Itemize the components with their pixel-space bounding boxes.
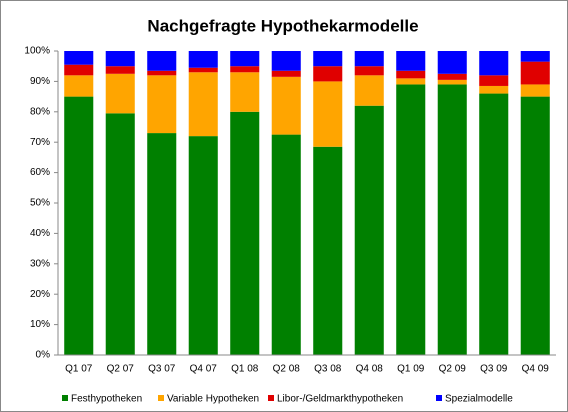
bar-segment <box>147 133 177 355</box>
chart-title: Nachgefragte Hypothekarmodelle <box>147 16 418 35</box>
bar-segment <box>230 66 260 73</box>
bar-segment <box>313 146 343 355</box>
bar-segment <box>479 85 509 94</box>
y-tick-label: 20% <box>30 289 50 300</box>
y-tick-label: 0% <box>36 350 51 361</box>
bar-segment <box>313 51 343 67</box>
bar-segment <box>147 75 177 134</box>
bar-segment <box>188 51 218 68</box>
bar-segment <box>188 72 218 137</box>
x-tick-label: Q3 09 <box>480 364 508 375</box>
x-tick-label: Q4 07 <box>190 364 218 375</box>
bar-segment <box>437 73 467 80</box>
x-tick-label: Q3 08 <box>314 364 342 375</box>
bar-segment <box>147 51 177 71</box>
legend-label: Variable Hypotheken <box>167 394 259 405</box>
bar-segment <box>271 51 301 71</box>
legend-label: Spezialmodelle <box>445 394 513 405</box>
legend-swatch <box>158 395 164 401</box>
bar-segment <box>230 51 260 67</box>
y-tick-label: 40% <box>30 228 50 239</box>
bar-segment <box>271 70 301 77</box>
x-tick-label: Q2 07 <box>107 364 135 375</box>
bar-segment <box>230 72 260 112</box>
bar-segment <box>396 51 426 71</box>
bar-segment <box>354 66 384 76</box>
bar-segment <box>520 51 550 62</box>
bar-segment <box>105 66 135 74</box>
bar-segment <box>64 96 94 355</box>
x-tick-label: Q1 08 <box>231 364 259 375</box>
bar-segment <box>396 78 426 85</box>
bar-segment <box>64 64 94 76</box>
x-tick-label: Q3 07 <box>148 364 176 375</box>
bar-segment <box>437 51 467 74</box>
legend-swatch <box>436 395 442 401</box>
bar-segment <box>271 134 301 355</box>
bar-segment <box>354 105 384 355</box>
x-tick-label: Q2 09 <box>439 364 467 375</box>
bar-segment <box>479 51 509 76</box>
bar-segment <box>188 67 218 73</box>
bar-segment <box>437 84 467 355</box>
bar-segment <box>479 93 509 355</box>
bar-segment <box>396 84 426 355</box>
x-tick-label: Q2 08 <box>273 364 301 375</box>
bar-segment <box>479 75 509 86</box>
legend-label: Libor-/Geldmarkthypotheken <box>277 394 403 405</box>
bar-segment <box>313 81 343 147</box>
legend-swatch <box>62 395 68 401</box>
bar-segment <box>64 75 94 97</box>
bar-segment <box>105 51 135 67</box>
bar-segment <box>64 51 94 65</box>
y-tick-label: 100% <box>24 46 50 57</box>
bar-segment <box>188 136 218 355</box>
y-tick-label: 10% <box>30 319 50 330</box>
bar-segment <box>520 84 550 97</box>
bar-segment <box>147 70 177 76</box>
bar-segment <box>271 76 301 135</box>
y-tick-label: 80% <box>30 106 50 117</box>
bar-segment <box>105 73 135 114</box>
bar-segment <box>396 70 426 79</box>
bar-segment <box>437 79 467 85</box>
x-tick-label: Q1 07 <box>65 364 93 375</box>
x-tick-label: Q4 08 <box>356 364 384 375</box>
x-tick-label: Q4 09 <box>522 364 550 375</box>
bar-segment <box>105 113 135 355</box>
bar-segment <box>354 51 384 67</box>
bar-segment <box>230 111 260 355</box>
y-tick-label: 70% <box>30 137 50 148</box>
x-tick-label: Q1 09 <box>397 364 425 375</box>
legend-label: Festhypotheken <box>71 394 142 405</box>
y-tick-label: 60% <box>30 167 50 178</box>
y-tick-label: 30% <box>30 258 50 269</box>
y-tick-label: 90% <box>30 76 50 87</box>
bar-segment <box>354 75 384 106</box>
legend-swatch <box>268 395 274 401</box>
bar-segment <box>520 61 550 85</box>
bar-segment <box>313 66 343 82</box>
bar-segment <box>520 96 550 355</box>
y-tick-label: 50% <box>30 198 50 209</box>
